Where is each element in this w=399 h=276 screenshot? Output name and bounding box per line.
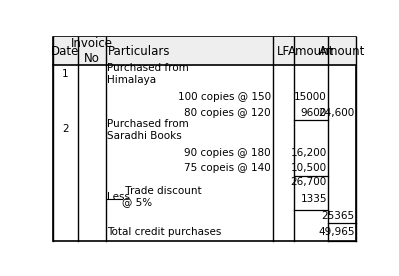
Text: Trade discount
@ 5%: Trade discount @ 5%: [122, 186, 202, 207]
Text: Total credit purchases: Total credit purchases: [107, 227, 222, 237]
Text: 1: 1: [62, 68, 69, 79]
Text: 25365: 25365: [322, 211, 355, 221]
Text: 16,200: 16,200: [291, 148, 327, 158]
Text: 100 copies @ 150: 100 copies @ 150: [178, 92, 271, 102]
Text: 2: 2: [62, 124, 69, 134]
Text: Less: Less: [107, 192, 130, 201]
Text: Amount: Amount: [288, 45, 334, 58]
Text: 1335: 1335: [300, 194, 327, 204]
Text: Particulars: Particulars: [107, 45, 170, 58]
Text: Invoice
No: Invoice No: [71, 37, 113, 65]
Text: 49,965: 49,965: [318, 227, 355, 237]
Text: 10,500: 10,500: [291, 163, 327, 173]
Text: Purchased from
Saradhi Books: Purchased from Saradhi Books: [107, 119, 189, 140]
Text: 75 copeis @ 140: 75 copeis @ 140: [184, 163, 271, 173]
Text: Date: Date: [51, 45, 79, 58]
Text: 90 copies @ 180: 90 copies @ 180: [184, 148, 271, 158]
Bar: [53, 37, 356, 65]
Text: 80 copies @ 120: 80 copies @ 120: [184, 108, 271, 118]
Text: Amount: Amount: [319, 45, 365, 58]
Text: 15000: 15000: [294, 92, 327, 102]
Text: 9600: 9600: [301, 108, 327, 118]
Text: 26,700: 26,700: [291, 177, 327, 187]
Text: Purchased from
Himalaya: Purchased from Himalaya: [107, 63, 189, 85]
Text: LF: LF: [277, 45, 290, 58]
Text: 24,600: 24,600: [318, 108, 355, 118]
